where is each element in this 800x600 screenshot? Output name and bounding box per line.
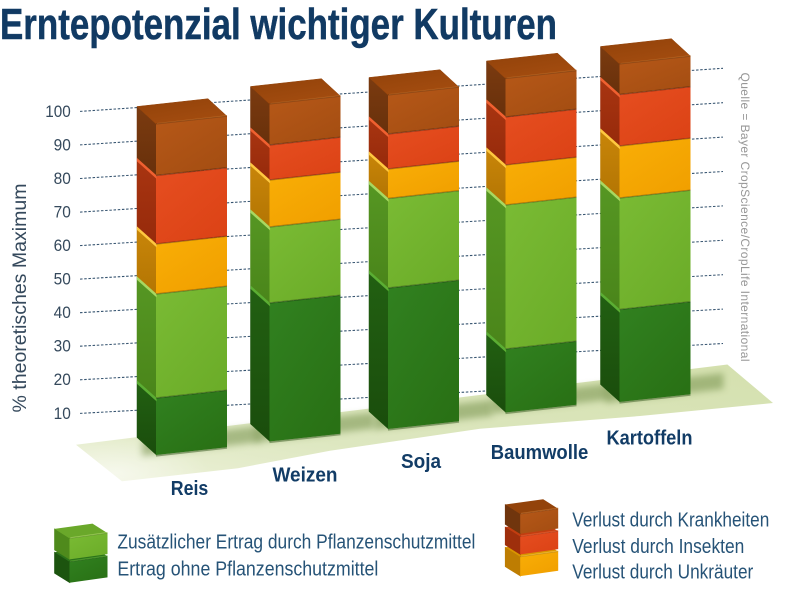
svg-text:Kartoffeln: Kartoffeln [607,428,693,450]
svg-text:Erntepotenzial wichtiger Kultu: Erntepotenzial wichtiger Kulturen [0,0,557,49]
svg-text:Zusätzlicher Ertrag durch Pfla: Zusätzlicher Ertrag durch Pflanzenschutz… [117,532,475,554]
svg-text:10: 10 [54,404,71,423]
svg-text:Verlust durch Unkräuter: Verlust durch Unkräuter [572,562,753,584]
svg-text:20: 20 [54,370,71,389]
svg-text:100: 100 [45,102,71,121]
svg-text:Reis: Reis [171,478,209,500]
svg-text:60: 60 [54,236,71,255]
svg-text:70: 70 [54,202,71,221]
svg-text:80: 80 [54,169,71,188]
svg-text:90: 90 [54,135,71,154]
svg-text:Soja: Soja [401,451,442,473]
svg-text:Baumwolle: Baumwolle [491,442,589,464]
svg-text:50: 50 [54,270,71,289]
svg-text:Verlust durch Insekten: Verlust durch Insekten [572,536,744,558]
svg-text:Verlust durch Krankheiten: Verlust durch Krankheiten [572,509,769,531]
svg-text:Quelle = Bayer CropScience/Cro: Quelle = Bayer CropScience/CropLife Inte… [738,73,752,362]
svg-text:Ertrag ohne Pflanzenschutzmitt: Ertrag ohne Pflanzenschutzmittel [117,558,378,580]
svg-text:40: 40 [54,303,71,322]
svg-text:Weizen: Weizen [273,465,338,487]
svg-text:% theoretisches Maximum: % theoretisches Maximum [10,184,31,413]
svg-text:30: 30 [54,337,71,356]
